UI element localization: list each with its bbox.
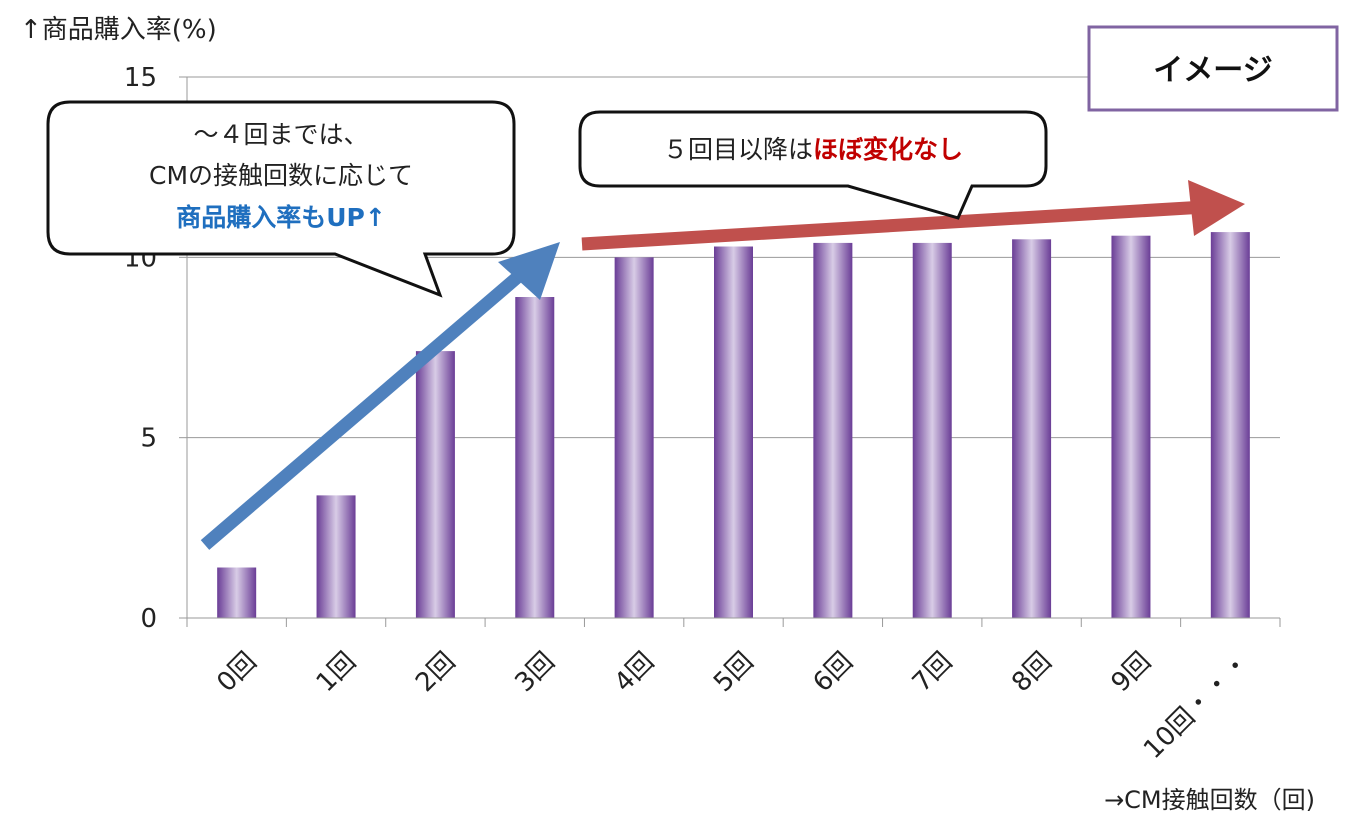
- callout-right: ５回目以降はほぼ変化なし: [578, 110, 1048, 220]
- bar: [813, 242, 853, 618]
- bar: [515, 297, 555, 618]
- bar: [1111, 235, 1151, 618]
- y-tick-label: 0: [140, 604, 157, 634]
- bar: [1210, 232, 1250, 618]
- x-tick-label: 6回: [808, 647, 859, 698]
- x-axis-title: →CM接触回数（回): [1104, 786, 1315, 814]
- image-badge: イメージ: [1087, 25, 1339, 112]
- image-badge-label: イメージ: [1153, 53, 1272, 88]
- x-tick-label: 4回: [609, 647, 660, 698]
- bar: [217, 567, 257, 618]
- y-tick-label: 5: [140, 424, 157, 454]
- x-tick-label: 7回: [907, 647, 958, 698]
- bar: [415, 351, 455, 618]
- x-tick-label: 2回: [410, 647, 461, 698]
- x-tick-label: 1回: [311, 647, 362, 698]
- callout-right-prefix: ５回目以降は: [663, 135, 813, 164]
- callout-left: ～４回までは、 CMの接触回数に応じて 商品購入率もUP↑: [46, 100, 516, 298]
- y-tick-label: 15: [124, 63, 157, 93]
- x-tick-label: 3回: [509, 647, 560, 698]
- callout-left-line1: ～４回までは、: [193, 120, 368, 149]
- flat-trend-arrow: [581, 180, 1245, 251]
- y-axis-title: ↑商品購入率(%): [20, 15, 217, 45]
- bar: [912, 242, 952, 618]
- bar: [316, 495, 356, 618]
- bar-layer: [217, 232, 1250, 619]
- bar: [1012, 239, 1052, 619]
- rising-trend-arrow: [200, 242, 560, 550]
- x-tick-label: 5回: [708, 647, 759, 698]
- callout-left-line2: CMの接触回数に応じて: [149, 161, 413, 190]
- callout-right-highlight: ほぼ変化なし: [813, 135, 963, 164]
- x-tick-label: 0回: [211, 647, 262, 698]
- callout-left-line3: 商品購入率もUP↑: [176, 203, 386, 232]
- svg-text:５回目以降はほぼ変化なし: ５回目以降はほぼ変化なし: [663, 135, 963, 164]
- bar: [714, 246, 753, 618]
- x-tick-label: 10回・・・: [1138, 647, 1256, 765]
- x-tick-label: 8回: [1006, 647, 1057, 698]
- bar: [614, 257, 654, 618]
- x-tick-label: 9回: [1106, 647, 1157, 698]
